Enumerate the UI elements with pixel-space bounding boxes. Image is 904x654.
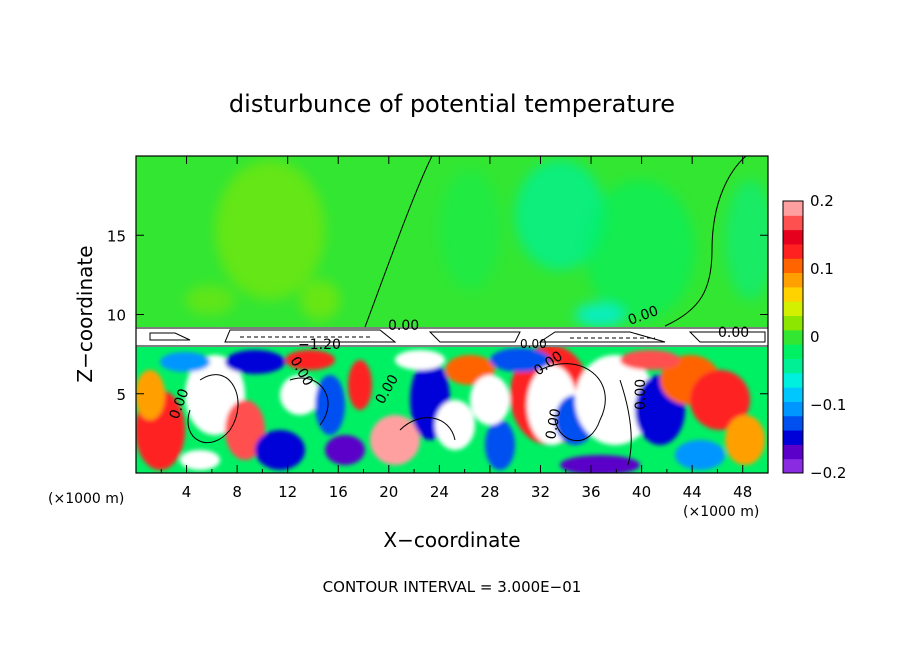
contour-label: 0.00 [543, 407, 564, 440]
chart-title: disturbunce of potential temperature [229, 90, 675, 118]
x-unit-right: (×1000 m) [683, 504, 759, 520]
x-tick-label: 4 [182, 483, 192, 501]
colorbar-frame [782, 200, 804, 474]
plot-area [136, 156, 768, 473]
y-tick-label: 15 [107, 227, 126, 245]
colorbar-swatch [783, 372, 803, 388]
colorbar-label: −0.2 [810, 464, 846, 482]
colorbar-swatch [783, 358, 803, 374]
x-tick-label: 24 [430, 483, 449, 501]
zero-contour-line [364, 156, 433, 328]
y-axis-label: Z−coordinate [73, 245, 97, 382]
x-axis: 4 8 12 16 20 24 28 32 36 40 44 48 [160, 156, 752, 501]
y-tick-label: 10 [107, 307, 126, 325]
colorbar-label: 0.1 [810, 260, 834, 278]
y-tick-label: 5 [116, 386, 126, 404]
colorbar-swatch [783, 444, 803, 460]
contour-label: 0.00 [718, 325, 749, 341]
x-tick-label: 40 [632, 483, 651, 501]
x-tick-label: 44 [683, 483, 702, 501]
colorbar-swatch [783, 401, 803, 417]
colorbar-swatch [783, 329, 803, 345]
contour-label: 0.00 [633, 379, 649, 410]
x-unit-left: (×1000 m) [48, 491, 124, 507]
contour-label: 0.00 [520, 337, 547, 351]
upper-region-variation [185, 160, 768, 327]
x-axis-label: X−coordinate [383, 528, 520, 552]
x-tick-label: 12 [278, 483, 297, 501]
colorbar-swatch [783, 315, 803, 331]
colorbar-label: 0 [810, 328, 820, 346]
colorbar-swatch [783, 387, 803, 402]
colorbar-swatch [783, 229, 803, 245]
colorbar-swatch [783, 258, 803, 274]
colorbar-swatch [783, 458, 803, 474]
y-axis: 5 10 15 [107, 227, 768, 404]
contour-interval-note: CONTOUR INTERVAL = 3.000E−01 [323, 578, 582, 596]
x-tick-label: 8 [232, 483, 242, 501]
x-tick-label: 16 [329, 483, 348, 501]
colorbar-swatch [783, 243, 803, 259]
x-tick-label: 32 [531, 483, 550, 501]
colorbar-label: −0.1 [810, 396, 846, 414]
colorbar-swatch [783, 415, 803, 431]
lower-region [136, 345, 768, 473]
colorbar: 0.2 0.1 0 −0.1 −0.2 [782, 192, 846, 482]
x-tick-label: 36 [581, 483, 600, 501]
contour-label: −1.20 [298, 337, 341, 353]
colorbar-swatch [783, 430, 803, 445]
boundary-contours [136, 327, 768, 347]
x-tick-label: 28 [480, 483, 499, 501]
colorbar-swatch [783, 215, 803, 231]
colorbar-swatch [783, 301, 803, 317]
contour-label: 0.00 [388, 318, 419, 334]
x-tick-label: 20 [379, 483, 398, 501]
colorbar-swatch [783, 286, 803, 302]
colorbar-swatch [783, 201, 803, 216]
colorbar-label: 0.2 [810, 192, 834, 210]
colorbar-swatch [783, 272, 803, 288]
colorbar-swatch [783, 344, 803, 359]
x-tick-label: 48 [733, 483, 752, 501]
